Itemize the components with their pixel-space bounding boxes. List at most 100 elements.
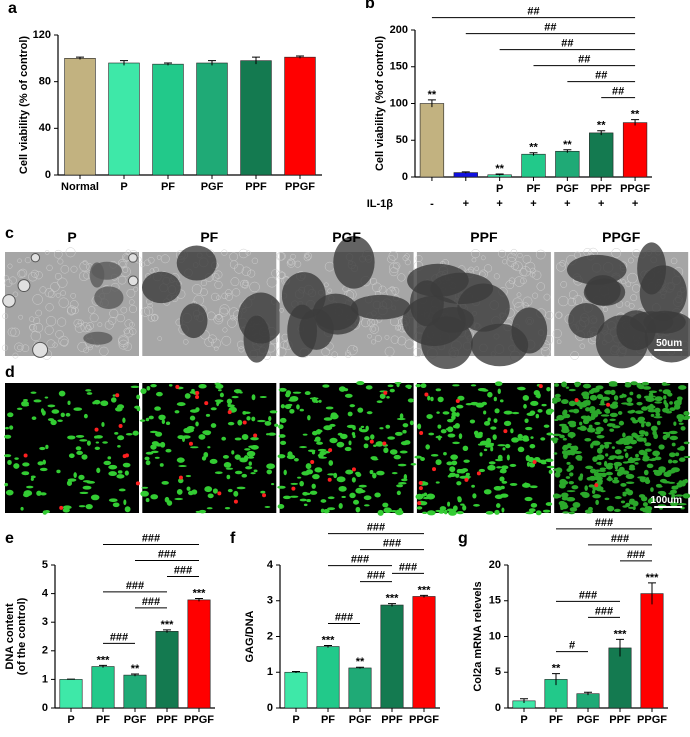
live-cell [553, 452, 558, 455]
live-cell [268, 415, 272, 422]
live-cell [187, 427, 195, 433]
live-cell [393, 454, 401, 460]
x-tick-label: PPF [245, 181, 267, 193]
fiber-texture [552, 329, 562, 339]
live-cell [456, 481, 462, 486]
live-cell [562, 445, 569, 451]
live-cell [174, 497, 184, 501]
dead-cell [195, 395, 200, 400]
bar [196, 62, 228, 176]
live-cell [611, 446, 615, 450]
live-cell [161, 480, 169, 485]
live-cell [311, 430, 318, 436]
fiber-texture [99, 346, 109, 356]
fiber-texture [58, 297, 69, 308]
fiber-texture [118, 334, 129, 346]
live-cell [659, 478, 668, 483]
bar [64, 58, 96, 176]
live-cell [348, 440, 352, 446]
live-cell [159, 463, 164, 467]
fiber-texture [378, 285, 387, 294]
error-bar [76, 56, 84, 60]
live-cell [23, 490, 33, 497]
dead-cell [291, 486, 296, 491]
y-tick-label: 2 [42, 645, 48, 657]
live-cell [456, 468, 462, 474]
x-tick-label: PGF [556, 183, 579, 195]
live-cell [333, 472, 338, 479]
fiber-texture [57, 317, 67, 327]
cell-sphere [127, 275, 139, 287]
fiber-texture [480, 255, 486, 261]
fiber-texture [389, 262, 400, 274]
fiber-texture [157, 336, 163, 341]
bar [108, 62, 140, 176]
fiber-texture [567, 297, 577, 307]
live-cell [94, 446, 101, 451]
dead-cell [310, 460, 315, 465]
live-cell [366, 411, 373, 415]
live-cell [595, 486, 604, 492]
y-tick-label: 1 [267, 666, 273, 678]
live-cell [259, 395, 267, 398]
live-cell [86, 480, 96, 484]
live-cell [568, 464, 574, 471]
live-cell [363, 495, 372, 501]
live-cell [79, 491, 89, 495]
live-cell [216, 400, 220, 407]
fiber-texture [60, 338, 69, 347]
fiber-texture [153, 267, 159, 273]
fiber-texture [86, 322, 94, 330]
live-cell [510, 428, 514, 434]
live-cell [593, 471, 600, 477]
live-cell [530, 400, 539, 406]
live-cell [437, 396, 444, 403]
x-tick-label: PPF [156, 714, 178, 726]
fiber-texture [45, 303, 54, 312]
live-cell [526, 412, 535, 417]
fiber-texture [279, 307, 284, 313]
fiber-texture [394, 324, 401, 331]
live-cell [622, 432, 626, 438]
error-bar [461, 171, 470, 174]
fiber-texture [404, 339, 414, 349]
dead-cell [175, 384, 180, 389]
live-cell [288, 398, 298, 402]
live-cell [190, 446, 199, 449]
live-cell [559, 434, 565, 439]
fiber-texture [238, 248, 249, 259]
live-cell [227, 421, 235, 426]
live-cell [669, 407, 676, 411]
y-tick-label: 3 [42, 616, 48, 628]
live-cell [168, 384, 173, 387]
live-cell [638, 494, 646, 498]
y-tick-label: 40 [39, 122, 51, 134]
live-cell [231, 450, 235, 455]
live-cell [227, 488, 233, 493]
live-cell [290, 482, 299, 485]
live-cell [341, 495, 346, 499]
live-cell [680, 426, 686, 431]
fiber-texture [117, 275, 127, 285]
significance-label: ### [627, 549, 645, 561]
live-cell [552, 438, 558, 444]
fiber-texture [1, 344, 9, 351]
live-cell [305, 463, 312, 470]
dead-cell [23, 453, 28, 458]
bar [622, 122, 648, 178]
fiber-texture [621, 279, 626, 285]
live-cell [619, 394, 624, 399]
dead-cell [124, 453, 129, 458]
fiber-texture [144, 259, 151, 266]
live-cell [103, 460, 112, 466]
fiber-texture [29, 324, 36, 331]
live-cell [280, 440, 287, 445]
live-cell [500, 485, 505, 490]
live-cell [58, 390, 66, 397]
live-cell [195, 421, 199, 427]
live-cell [426, 510, 436, 516]
dead-cell [59, 505, 64, 510]
live-cell [107, 456, 112, 460]
live-cell [517, 433, 523, 440]
error-bar [520, 698, 528, 703]
